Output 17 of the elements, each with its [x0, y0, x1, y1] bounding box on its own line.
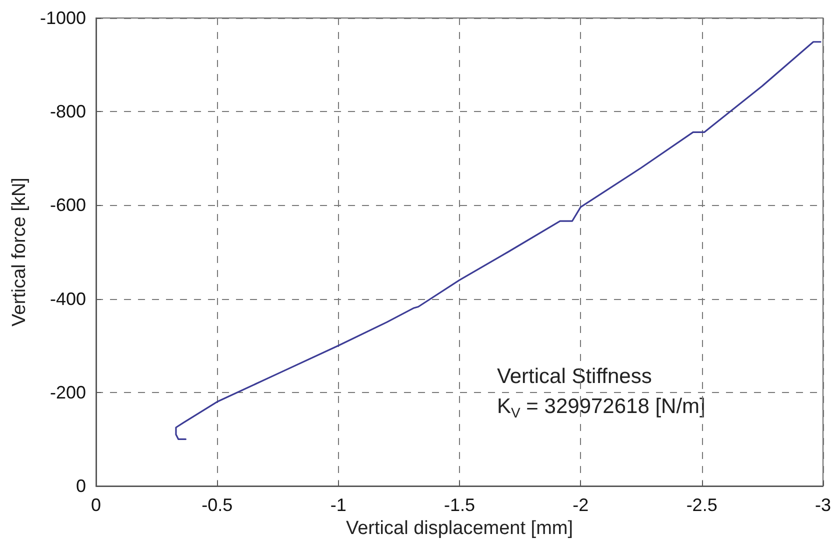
- x-axis-title: Vertical displacement [mm]: [346, 518, 574, 539]
- y-tick-label: -800: [50, 102, 86, 122]
- x-tick-label: 0: [90, 495, 102, 515]
- y-tick-label: 0: [76, 476, 86, 496]
- annotation: Vertical Stiffness: [497, 365, 652, 388]
- y-tick-label: -600: [50, 195, 86, 216]
- x-tick-label: -0.5: [202, 495, 233, 515]
- x-tick-label: -2.5: [686, 495, 718, 515]
- x-tick-label: -2: [572, 495, 589, 515]
- y-tick-label: -400: [50, 288, 86, 309]
- y-tick-label: -200: [50, 382, 86, 402]
- x-tick-label: -1.5: [444, 495, 476, 515]
- x-tick-label: -1: [330, 495, 346, 515]
- x-tick-label: -3: [814, 495, 832, 515]
- line-series: [175, 41, 822, 440]
- y-tick-label: -1000: [40, 8, 86, 28]
- y-axis-title: Vertical force [kN]: [9, 178, 30, 326]
